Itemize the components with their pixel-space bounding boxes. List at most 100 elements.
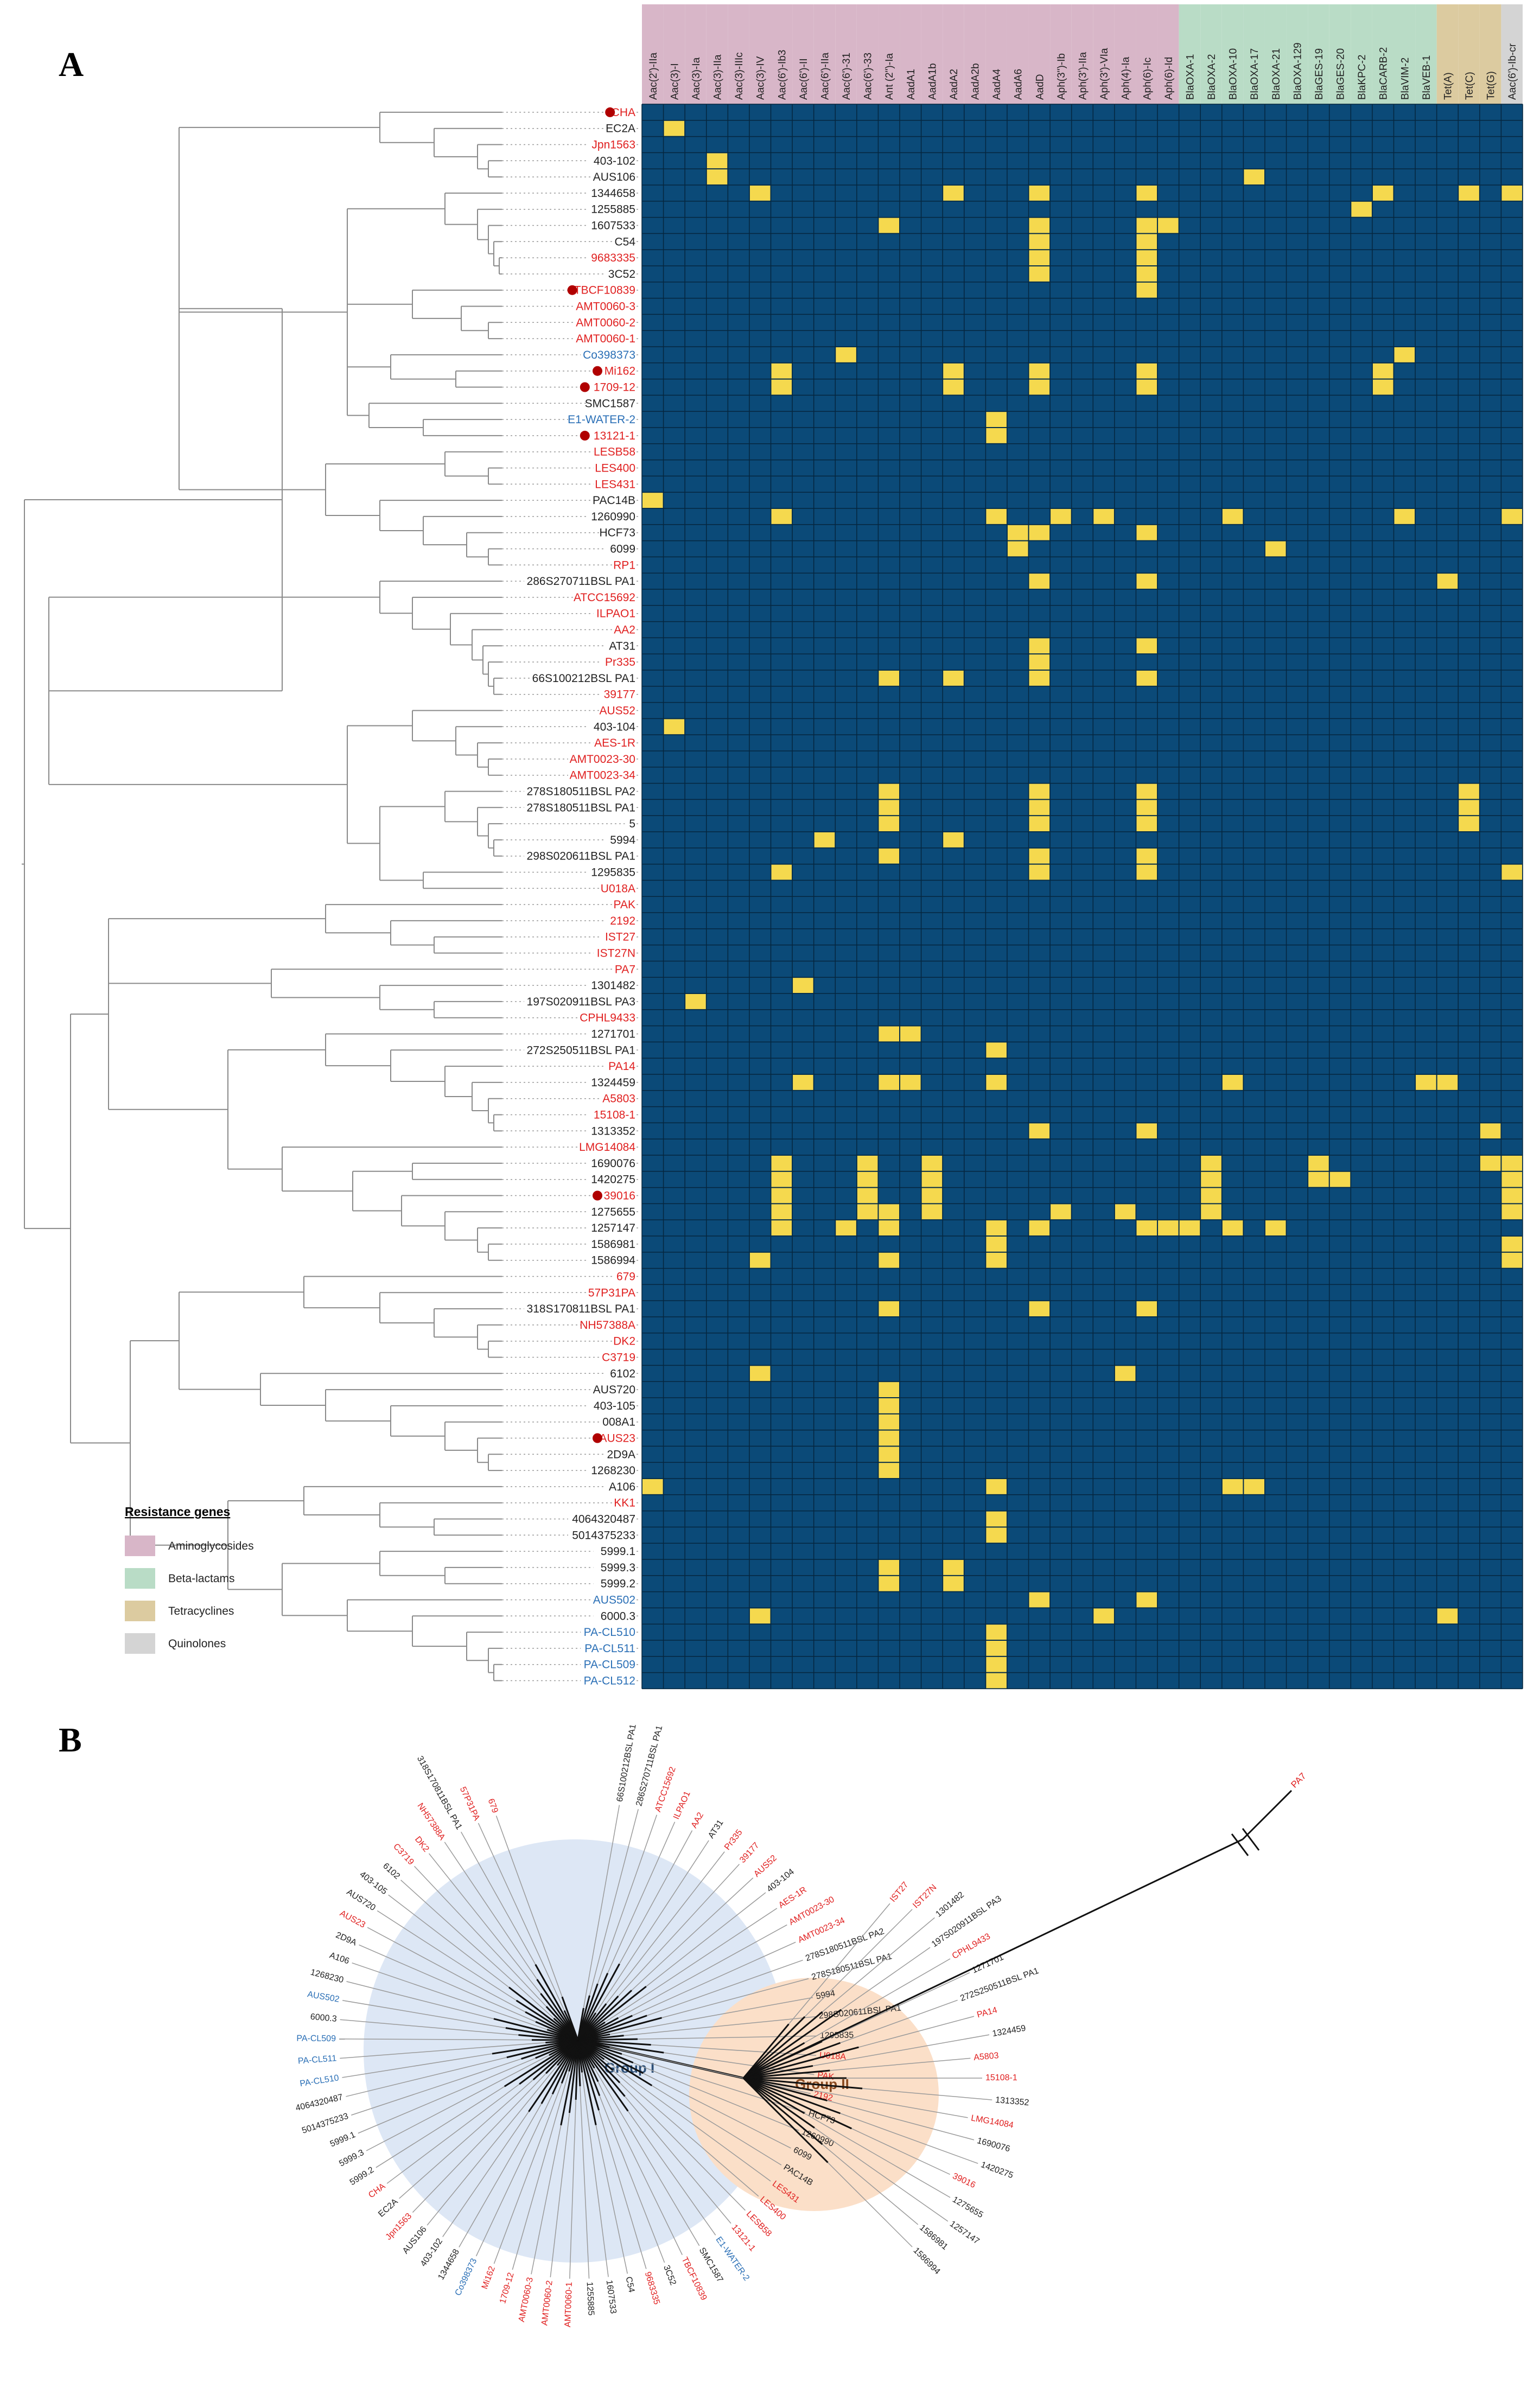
strain-label: 6102 bbox=[610, 1367, 635, 1380]
gene-present-cell bbox=[1459, 800, 1479, 816]
gene-present-cell bbox=[836, 347, 856, 362]
label-backdrop bbox=[568, 1512, 634, 1526]
tree-leaf-label: CPHL9433 bbox=[951, 1932, 992, 1961]
tree-branch bbox=[743, 2077, 863, 2090]
tree-branch bbox=[595, 1840, 709, 2014]
tree-branch bbox=[743, 2009, 842, 2079]
gene-present-cell bbox=[986, 1220, 1007, 1235]
tree-branch bbox=[619, 1830, 693, 1964]
gene-present-cell bbox=[1201, 1156, 1221, 1171]
tree-branch bbox=[742, 2023, 790, 2079]
label-backdrop bbox=[587, 137, 634, 152]
tree-leaf-label: 5014375233 bbox=[301, 2112, 349, 2136]
label-backdrop bbox=[587, 1124, 634, 1138]
strain-label: PA-CL510 bbox=[584, 1626, 635, 1639]
tree-branch bbox=[609, 2047, 811, 2094]
gene-present-cell bbox=[1093, 1608, 1114, 1624]
label-backdrop bbox=[568, 768, 634, 782]
gene-present-cell bbox=[1029, 234, 1050, 250]
tree-leaf-label: 1690076 bbox=[976, 2136, 1011, 2154]
tree-branch bbox=[822, 1972, 970, 2042]
tree-branch bbox=[376, 2086, 505, 2168]
strain-label: A106 bbox=[609, 1481, 635, 1493]
gene-present-cell bbox=[1372, 186, 1393, 201]
legend-swatch bbox=[125, 1601, 155, 1621]
legend-title: Resistance genes bbox=[125, 1505, 230, 1519]
strain-label: 278S180511BSL PA1 bbox=[527, 801, 635, 814]
legend-label: Aminoglycosides bbox=[168, 1540, 254, 1552]
tree-leaf-label: AUS106 bbox=[401, 2225, 429, 2256]
tree-leaf-label: ATCC15692 bbox=[653, 1766, 678, 1813]
tree-branch bbox=[516, 1999, 578, 2041]
label-backdrop bbox=[574, 315, 634, 330]
gene-present-cell bbox=[1459, 783, 1479, 799]
tree-branch bbox=[577, 1973, 609, 2041]
tree-branch bbox=[742, 2077, 829, 2163]
dendrogram-a bbox=[22, 111, 502, 1681]
panel-a: A CHA EC2A Jpn1563 403-102 AUS106 1344658 1255… bbox=[22, 4, 1523, 1690]
gene-label: BlaOXA-1 bbox=[1185, 54, 1196, 100]
tree-leaf-label: 1301482 bbox=[934, 1890, 966, 1919]
gene-class-band bbox=[1007, 4, 1029, 104]
gene-class-band bbox=[1351, 4, 1372, 104]
label-backdrop bbox=[600, 1188, 634, 1203]
label-backdrop bbox=[612, 234, 634, 249]
gene-label: BlaKPC-2 bbox=[1357, 55, 1368, 100]
gene-present-cell bbox=[1222, 1220, 1243, 1235]
label-backdrop bbox=[524, 1043, 634, 1058]
gene-label: Aac(6')-Ib3 bbox=[777, 50, 788, 100]
strain-label: 5999.1 bbox=[601, 1545, 635, 1558]
label-backdrop bbox=[612, 897, 634, 912]
label-backdrop bbox=[587, 978, 634, 993]
tree-leaf-label: 13121-1 bbox=[730, 2223, 758, 2253]
strain-label: PAC14B bbox=[593, 494, 635, 507]
gene-class-band bbox=[1071, 4, 1093, 104]
strain-label: AUS720 bbox=[593, 1384, 635, 1396]
gene-class-band bbox=[964, 4, 986, 104]
strain-label: Jpn1563 bbox=[591, 139, 635, 151]
tree-branch bbox=[606, 1851, 725, 2004]
strain-label: 2D9A bbox=[607, 1448, 635, 1461]
gene-present-cell bbox=[879, 1398, 900, 1413]
tree-branch bbox=[827, 2100, 975, 2141]
gene-label: AadD bbox=[1034, 74, 1046, 100]
tree-branch bbox=[580, 2086, 590, 2279]
gene-present-cell bbox=[879, 1075, 900, 1090]
gene-present-cell bbox=[1029, 363, 1050, 379]
label-backdrop bbox=[600, 687, 634, 702]
gene-class-band bbox=[1243, 4, 1265, 104]
gene-present-cell bbox=[1029, 800, 1050, 816]
gene-present-cell bbox=[857, 1188, 878, 1203]
tree-branch bbox=[528, 2040, 579, 2112]
gene-present-cell bbox=[1372, 363, 1393, 379]
gene-label: Tet(A) bbox=[1442, 72, 1454, 100]
gene-present-cell bbox=[1501, 186, 1522, 201]
label-backdrop bbox=[574, 283, 634, 297]
gene-label: Aph(3')-IIa bbox=[1078, 52, 1089, 100]
gene-label: AadA1b bbox=[927, 63, 938, 100]
gene-present-cell bbox=[1501, 1252, 1522, 1268]
gene-present-cell bbox=[1136, 848, 1157, 864]
tree-leaf-label: 403-105 bbox=[358, 1870, 389, 1896]
gene-present-cell bbox=[707, 169, 728, 184]
tree-branch bbox=[534, 1964, 579, 2041]
legend-label: Quinolones bbox=[168, 1638, 226, 1650]
strain-label: CPHL9433 bbox=[580, 1012, 635, 1024]
tree-branch bbox=[577, 2040, 597, 2125]
tree-branch bbox=[631, 1877, 754, 1991]
tree-branch bbox=[598, 2110, 647, 2269]
tree-branch bbox=[743, 2046, 859, 2079]
gene-present-cell bbox=[749, 1366, 771, 1381]
label-backdrop bbox=[587, 1205, 634, 1219]
strain-labels: CHA EC2A Jpn1563 403-102 AUS106 1344658 125588… bbox=[502, 105, 639, 1688]
gene-present-cell bbox=[1115, 1366, 1136, 1381]
gene-present-cell bbox=[1459, 816, 1479, 831]
label-backdrop bbox=[593, 493, 634, 508]
gene-present-cell bbox=[1501, 509, 1522, 524]
gene-class-band bbox=[813, 4, 836, 104]
label-backdrop bbox=[606, 1366, 634, 1381]
label-backdrop bbox=[587, 1172, 634, 1187]
gene-label: AadA6 bbox=[1013, 69, 1024, 100]
label-backdrop bbox=[593, 1383, 634, 1397]
tree-branch bbox=[743, 2077, 813, 2092]
